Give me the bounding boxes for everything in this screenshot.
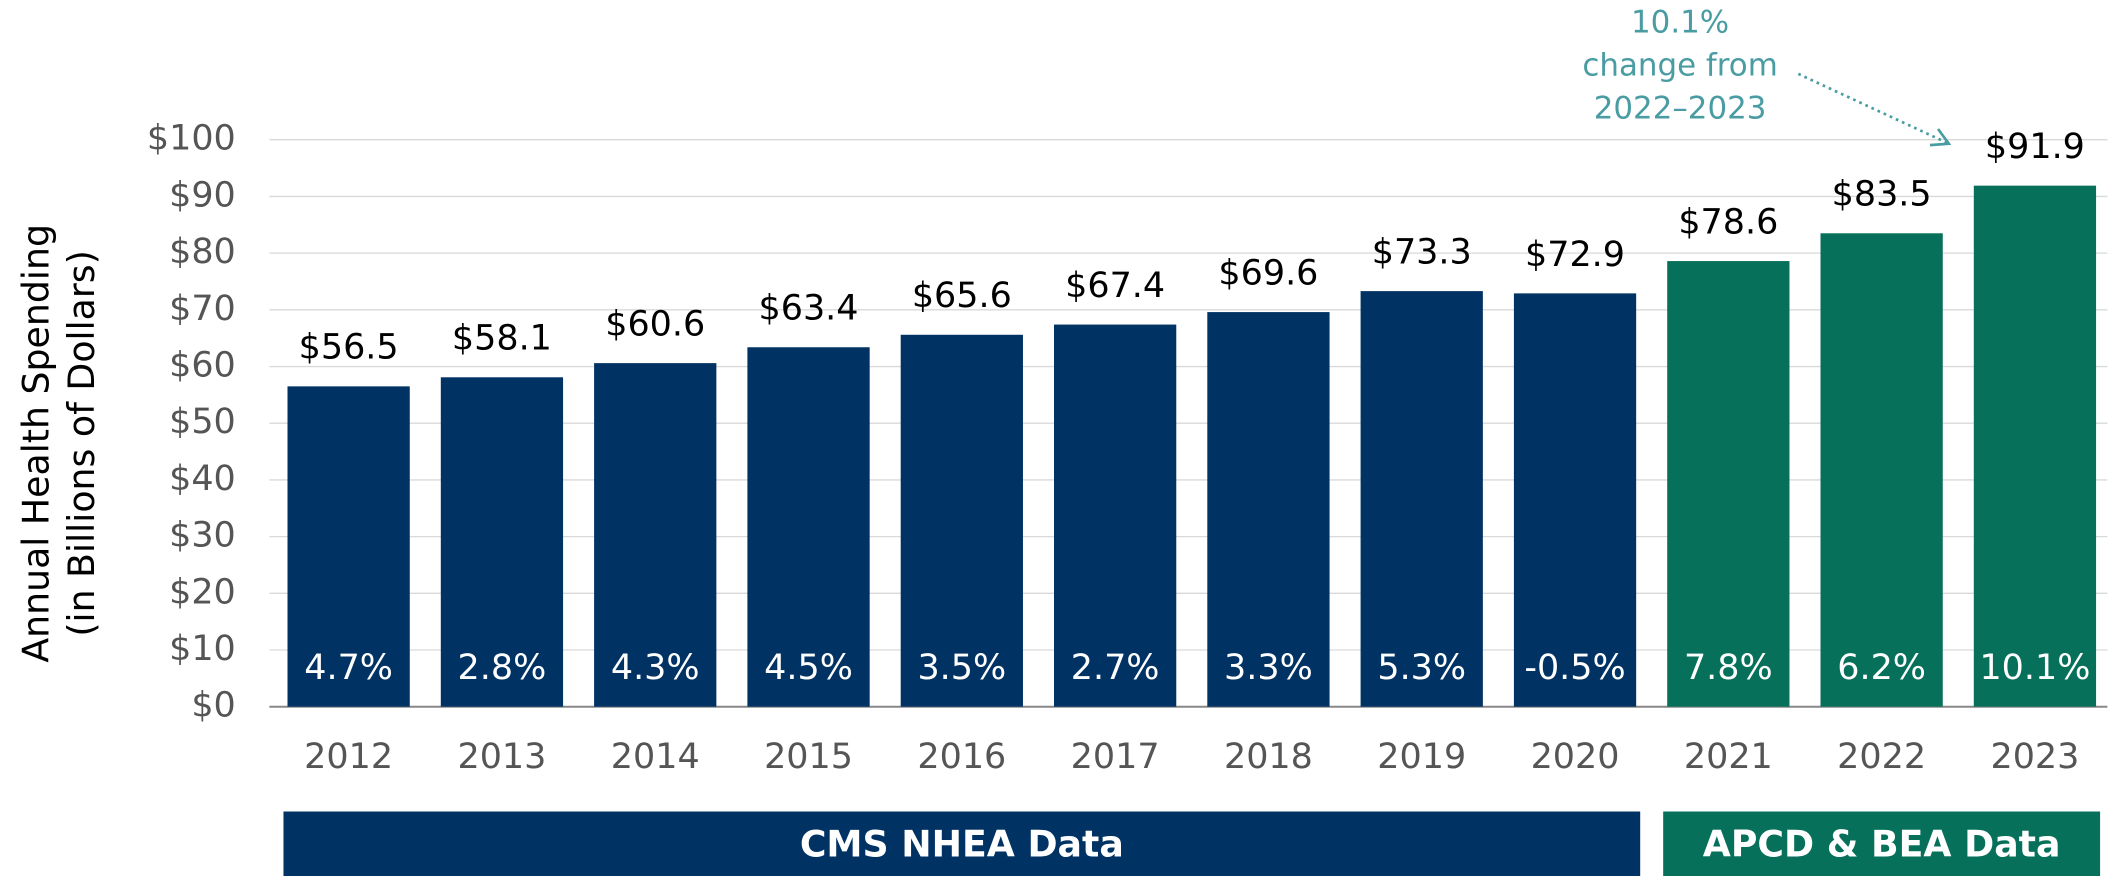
value-label: $60.6 bbox=[605, 305, 705, 345]
bar bbox=[594, 363, 717, 707]
change-label: 2.8% bbox=[458, 648, 547, 688]
y-axis-title: Annual Health Spending bbox=[14, 224, 57, 663]
annotation: 2022–2023 bbox=[1594, 91, 1767, 127]
bar bbox=[1667, 261, 1790, 707]
y-tick-label: $60 bbox=[169, 346, 236, 386]
group-label: CMS NHEA Data bbox=[800, 822, 1124, 865]
change-label: 2.7% bbox=[1071, 648, 1160, 688]
x-tick-label: 2021 bbox=[1684, 737, 1773, 777]
y-tick-label: $50 bbox=[169, 402, 236, 442]
x-tick-label: 2018 bbox=[1224, 737, 1313, 777]
x-tick-label: 2020 bbox=[1531, 737, 1620, 777]
bar bbox=[1054, 324, 1177, 707]
value-label: $67.4 bbox=[1065, 266, 1165, 306]
annotation: change from bbox=[1582, 48, 1777, 84]
y-tick-label: $70 bbox=[169, 289, 236, 329]
value-label: $73.3 bbox=[1372, 232, 1472, 272]
x-tick-label: 2014 bbox=[611, 737, 700, 777]
bar bbox=[1820, 233, 1943, 707]
y-tick-label: $30 bbox=[169, 516, 236, 556]
change-label: 6.2% bbox=[1837, 648, 1926, 688]
value-label: $78.6 bbox=[1678, 202, 1778, 242]
value-label: $91.9 bbox=[1985, 127, 2085, 167]
annotation-background bbox=[1559, 0, 1802, 135]
change-label: 4.5% bbox=[764, 648, 853, 688]
change-label: 3.5% bbox=[917, 648, 1006, 688]
y-tick-label: $80 bbox=[169, 232, 236, 272]
value-label: $56.5 bbox=[299, 328, 399, 368]
bar bbox=[1973, 185, 2097, 707]
change-label: 5.3% bbox=[1377, 648, 1466, 688]
value-label: $58.1 bbox=[452, 319, 552, 359]
y-tick-label: $90 bbox=[169, 175, 236, 215]
change-label: 7.8% bbox=[1684, 648, 1773, 688]
group-band bbox=[1663, 811, 2101, 876]
bar bbox=[287, 386, 410, 707]
bar bbox=[747, 347, 870, 707]
change-label: -0.5% bbox=[1524, 648, 1625, 688]
bar bbox=[1360, 291, 1483, 707]
change-label: 10.1% bbox=[1979, 648, 2090, 688]
x-tick-label: 2022 bbox=[1837, 737, 1926, 777]
annotation: 10.1% bbox=[1631, 5, 1729, 41]
value-label: $69.6 bbox=[1218, 253, 1318, 293]
x-tick-label: 2012 bbox=[304, 737, 393, 777]
x-tick-label: 2019 bbox=[1377, 737, 1466, 777]
group-label: APCD & BEA Data bbox=[1703, 822, 2061, 865]
bar bbox=[900, 334, 1023, 707]
change-label: 4.7% bbox=[304, 648, 393, 688]
y-tick-label: $100 bbox=[147, 119, 236, 159]
annotation-arrow bbox=[1797, 72, 1947, 144]
annotation-arrowhead bbox=[1929, 128, 1952, 147]
y-axis-title: (in Billions of Dollars) bbox=[60, 250, 103, 636]
value-label: $83.5 bbox=[1832, 175, 1932, 215]
value-label: $65.6 bbox=[912, 276, 1012, 316]
bar bbox=[1207, 312, 1330, 707]
bar bbox=[440, 377, 564, 707]
value-label: $72.9 bbox=[1525, 235, 1625, 275]
y-tick-label: $20 bbox=[169, 572, 236, 612]
x-tick-label: 2013 bbox=[457, 737, 546, 777]
value-label: $63.4 bbox=[759, 289, 859, 329]
change-label: 4.3% bbox=[611, 648, 700, 688]
group-band bbox=[283, 811, 1641, 876]
x-tick-label: 2015 bbox=[764, 737, 853, 777]
y-tick-label: $10 bbox=[169, 629, 236, 669]
x-tick-label: 2017 bbox=[1071, 737, 1160, 777]
change-label: 3.3% bbox=[1224, 648, 1313, 688]
x-tick-label: 2023 bbox=[1990, 737, 2079, 777]
y-tick-label: $0 bbox=[191, 686, 235, 726]
x-tick-label: 2016 bbox=[917, 737, 1006, 777]
y-tick-label: $40 bbox=[169, 459, 236, 499]
bar bbox=[1513, 293, 1637, 707]
